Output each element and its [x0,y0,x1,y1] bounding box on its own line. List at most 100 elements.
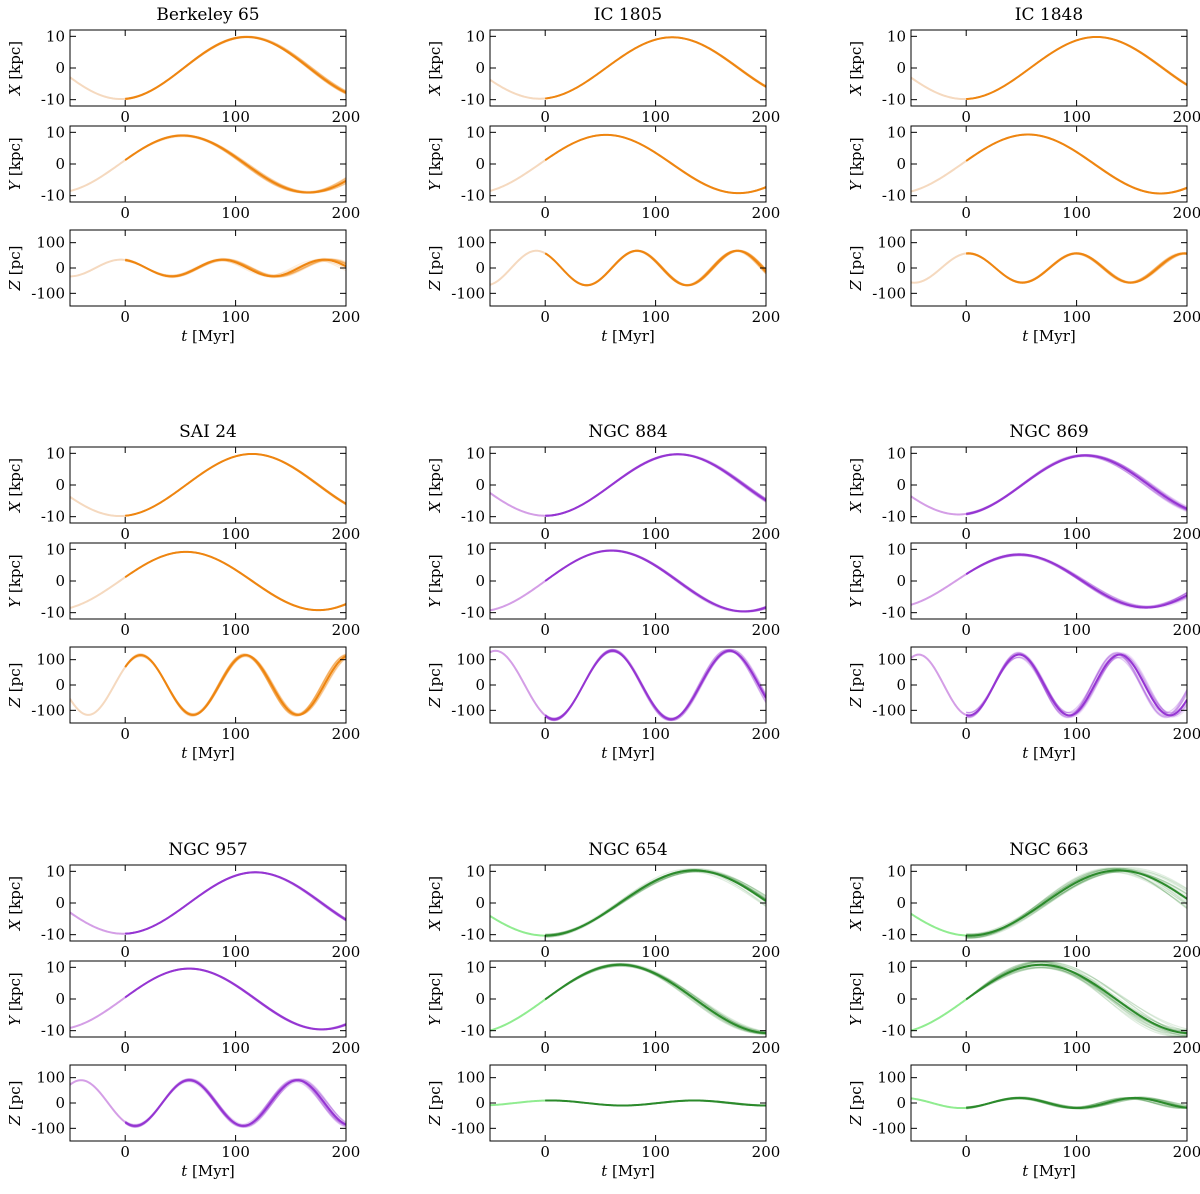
orbit-sample-line [124,134,346,194]
orbit-sample-line [966,869,1187,937]
x-tick-label: 0 [540,204,550,222]
orbit-sample-line [544,250,766,286]
past-orbit-line [490,998,546,1032]
orbit-sample-line [124,968,346,1030]
orbit-sample-line [125,453,346,517]
orbit-sample-line [966,253,1187,283]
y-tick-label: 0 [55,59,65,77]
x-tick-label: 0 [961,725,971,743]
x-tick-label: 100 [1062,1039,1091,1057]
y-tick-label: -100 [872,1119,906,1137]
future-orbit-line [965,553,1187,609]
orbit-sample-line [124,135,346,193]
orbit-lines [70,35,346,101]
orbit-sample-line [124,968,346,1030]
y-tick-label: -100 [31,701,65,719]
past-orbit-line [490,649,546,717]
future-orbit-line [545,36,766,100]
y-axis-label: Y [kpc] [6,554,24,607]
x-tick-label: 200 [1173,108,1200,126]
orbit-sample-line [544,250,766,286]
orbit-sample-line [544,134,766,194]
y-tick-label: 0 [55,259,65,277]
orbit-sample-line [544,250,766,286]
orbit-sample-line [545,36,766,99]
panel-z: 0 100 200 100 0 -100 Z [pc] [426,1064,780,1161]
x-tick-label: 0 [961,1143,971,1161]
x-axis-label: t [Myr] [1022,327,1076,345]
orbit-sample-line [124,134,346,194]
y-tick-label: -10 [41,91,65,109]
past-orbit-line [911,495,967,516]
orbit-sample-line [544,134,766,194]
orbit-sample-line [545,36,766,100]
x-tick-label: 0 [540,108,550,126]
orbit-sample-line [125,453,346,517]
orbit-sample-line [544,250,766,286]
orbit-sample-line [544,134,766,194]
panel-z: 0 100 200 100 0 -100 Z [pc] [6,1064,360,1161]
orbit-sample-line [965,133,1187,195]
x-axis-label: t [Myr] [181,744,235,762]
y-tick-label: 10 [466,27,485,45]
orbit-sample-line [965,133,1187,195]
y-tick-label: 0 [55,476,65,494]
x-tick-label: 200 [752,621,781,639]
future-orbit-line [544,249,766,287]
orbit-sample-line [966,867,1187,939]
orbit-sample-line [124,551,346,611]
orbit-sample-line [544,249,766,287]
orbit-sample-line [544,648,766,722]
orbit-sample-line [965,133,1187,195]
x-tick-label: 200 [332,525,361,543]
orbit-sample-line [965,554,1187,608]
x-tick-label: 200 [332,725,361,743]
orbit-sample-line [966,252,1187,284]
x-tick-label: 100 [221,204,250,222]
orbit-sample-line [966,652,1187,718]
orbit-sample-line [965,134,1187,194]
orbit-sample-line [965,553,1187,609]
y-axis-label: Z [pc] [6,1081,24,1127]
y-tick-label: 0 [475,894,485,912]
y-tick-label: 0 [475,1094,485,1112]
x-tick-label: 200 [1173,943,1200,961]
orbit-sample-line [124,551,346,611]
y-tick-label: 0 [475,259,485,277]
orbit-sample-line [544,134,766,194]
y-tick-label: 0 [475,155,485,173]
orbit-sample-line [124,134,346,194]
x-tick-label: 100 [641,943,670,961]
orbit-sample-line [124,135,346,193]
orbit-lines [490,453,766,517]
y-tick-label: -10 [41,1022,65,1040]
orbit-lines [490,249,766,287]
y-axis-label: X [kpc] [6,41,24,96]
cluster-title: SAI 24 [179,422,237,442]
orbit-sample-line [125,453,346,517]
orbit-sample-line [965,967,1187,1031]
orbit-sample-line [965,134,1187,194]
orbit-sample-line [544,133,766,195]
past-orbit-line [490,159,546,192]
orbit-sample-line [965,133,1187,195]
orbit-sample-line [965,133,1187,195]
past-orbit-line [490,492,546,517]
y-tick-label: 100 [456,651,485,669]
orbit-sample-line [965,134,1187,194]
orbit-sample-line [545,36,766,99]
future-orbit-line [545,869,766,937]
y-tick-label: 0 [896,990,906,1008]
x-tick-label: 200 [1173,1039,1200,1057]
y-tick-label: -10 [461,926,485,944]
orbit-sample-line [965,554,1187,608]
orbit-sample-line [544,134,766,194]
